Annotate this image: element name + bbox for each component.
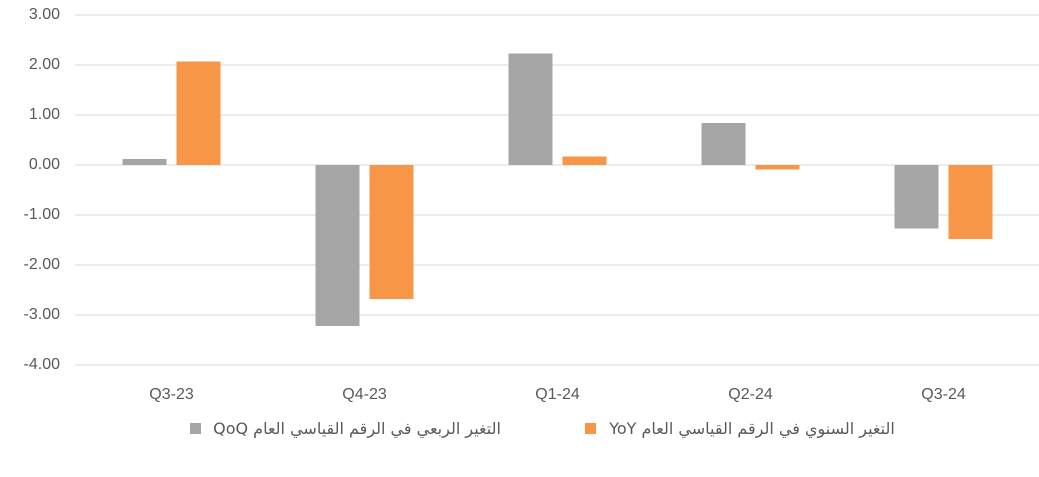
legend-label: التغير السنوي في الرقم القياسي العام YoY	[609, 419, 895, 438]
bar	[369, 165, 414, 299]
bar	[508, 53, 553, 165]
bar	[176, 61, 221, 165]
legend-label: التغير الربعي في الرقم القياسي العام QoQ	[213, 419, 501, 438]
y-tick-label: -3.00	[24, 306, 61, 323]
y-tick-label: -2.00	[24, 256, 61, 273]
legend-item: التغير السنوي في الرقم القياسي العام YoY	[585, 418, 902, 440]
y-tick-label: 3.00	[29, 6, 60, 23]
x-tick-label: Q3-23	[149, 386, 194, 403]
bar	[122, 159, 167, 165]
y-tick-label: 0.00	[29, 156, 60, 173]
bar	[894, 165, 939, 229]
y-tick-label: 1.00	[29, 106, 60, 123]
x-tick-label: Q1-24	[535, 386, 580, 403]
bar	[755, 165, 800, 170]
x-tick-label: Q2-24	[728, 386, 773, 403]
bar	[948, 165, 993, 239]
legend-item: التغير الربعي في الرقم القياسي العام QoQ	[190, 418, 507, 440]
bar	[562, 156, 607, 165]
chart: -4.00 -3.00 -2.00 -1.00 0.00 1.00 2.00 3.00 Q3-2…	[24, 6, 1039, 403]
bar	[701, 123, 746, 165]
legend-swatch	[585, 423, 596, 434]
bar	[315, 165, 360, 326]
x-tick-label: Q3-24	[921, 386, 966, 403]
y-tick-label: 2.00	[29, 56, 60, 73]
legend-swatch	[190, 423, 201, 434]
x-tick-label: Q4-23	[342, 386, 387, 403]
y-tick-label: -4.00	[24, 356, 61, 373]
y-tick-label: -1.00	[24, 206, 61, 223]
